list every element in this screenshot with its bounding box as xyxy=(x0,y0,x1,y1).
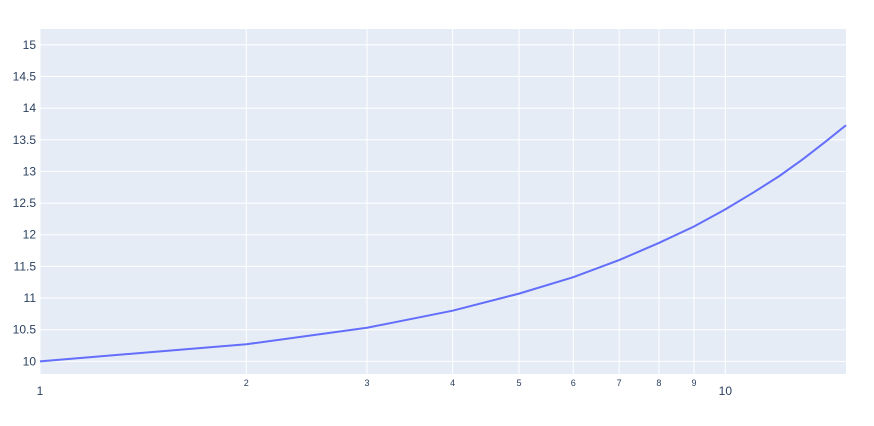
x-tick-label-minor: 3 xyxy=(364,378,369,388)
plot-background xyxy=(40,29,846,374)
x-tick-label-minor: 5 xyxy=(517,378,522,388)
y-tick-label: 11.5 xyxy=(14,259,37,273)
y-tick-label: 11 xyxy=(24,291,37,305)
x-axis-ticks: 1 10 2 3 4 5 6 7 8 9 xyxy=(37,378,733,398)
x-tick-label-minor: 7 xyxy=(617,378,622,388)
grid-layer xyxy=(39,29,846,374)
y-tick-label: 15 xyxy=(23,38,37,52)
x-tick-label-major: 10 xyxy=(719,384,733,398)
y-tick-label: 13 xyxy=(23,164,37,178)
y-tick-label: 14.5 xyxy=(13,69,37,83)
x-tick-label-minor: 6 xyxy=(571,378,576,388)
y-tick-label: 12.5 xyxy=(13,196,37,210)
series-layer xyxy=(39,124,847,363)
y-tick-label: 12 xyxy=(23,228,37,242)
x-tick-label-minor: 4 xyxy=(450,378,455,388)
x-tick-label-minor: 2 xyxy=(244,378,249,388)
x-tick-label-minor: 9 xyxy=(691,378,696,388)
y-tick-label: 10 xyxy=(23,354,37,368)
series-line xyxy=(39,124,847,363)
x-tick-label-minor: 8 xyxy=(656,378,661,388)
y-tick-label: 10.5 xyxy=(13,323,37,337)
x-tick-label-major: 1 xyxy=(37,384,44,398)
y-tick-label: 14 xyxy=(23,101,37,115)
y-tick-label: 13.5 xyxy=(13,133,37,147)
y-axis-ticks: 10 10.5 11 11.5 12 12.5 13 13.5 14 14.5 15 xyxy=(13,38,37,369)
